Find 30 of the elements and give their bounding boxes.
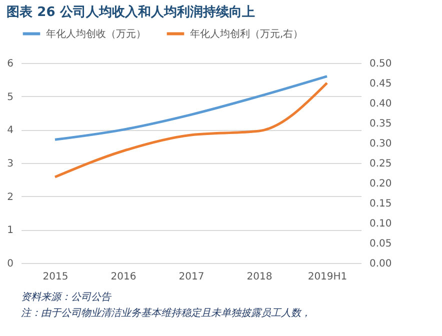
y-tick-label: 6 [7, 58, 14, 70]
y2-tick-label: 0.20 [370, 178, 392, 190]
y2-tick-label: 0.50 [370, 58, 392, 70]
y2-tick-label: 0.35 [370, 118, 392, 130]
y-tick-label: 1 [7, 225, 14, 236]
line-series [54, 82, 328, 178]
y2-tick-label: 0.45 [370, 78, 392, 90]
y2-tick-label: 0.25 [370, 158, 392, 170]
chart-title: 图表 26 公司人均收入和人均利润持续向上 [6, 4, 255, 20]
y2-tick-label: 0.15 [370, 198, 392, 210]
y-tick-label: 2 [7, 192, 14, 203]
x-tick-label: 2015 [42, 272, 68, 282]
y-tick-label: 5 [7, 92, 14, 103]
text: 资料来源：公司公告 [21, 291, 112, 303]
text: 注：由于公司物业清洁业务基本维持稳定且未单独披露员工人数， [21, 307, 311, 319]
y2-tick-label: 0.00 [370, 258, 392, 270]
y-tick-label: 4 [7, 125, 14, 136]
y2-tick-label: 0.05 [370, 238, 392, 250]
x-tick-label: 2016 [110, 272, 136, 282]
y-tick-label: 3 [7, 158, 14, 170]
x-tick-label: 2019H1 [308, 272, 348, 282]
y2-tick-label: 0.40 [370, 98, 392, 110]
y-tick-label: 0 [7, 258, 14, 270]
x-tick-label: 2017 [178, 272, 204, 282]
legend-label: 年化人均创利（万元,右） [190, 28, 304, 40]
legend-label: 年化人均创收（万元） [46, 28, 146, 40]
y2-tick-label: 0.30 [370, 138, 392, 150]
x-tick-label: 2018 [246, 272, 272, 282]
y2-tick-label: 0.10 [370, 218, 392, 230]
line-series [54, 75, 328, 141]
